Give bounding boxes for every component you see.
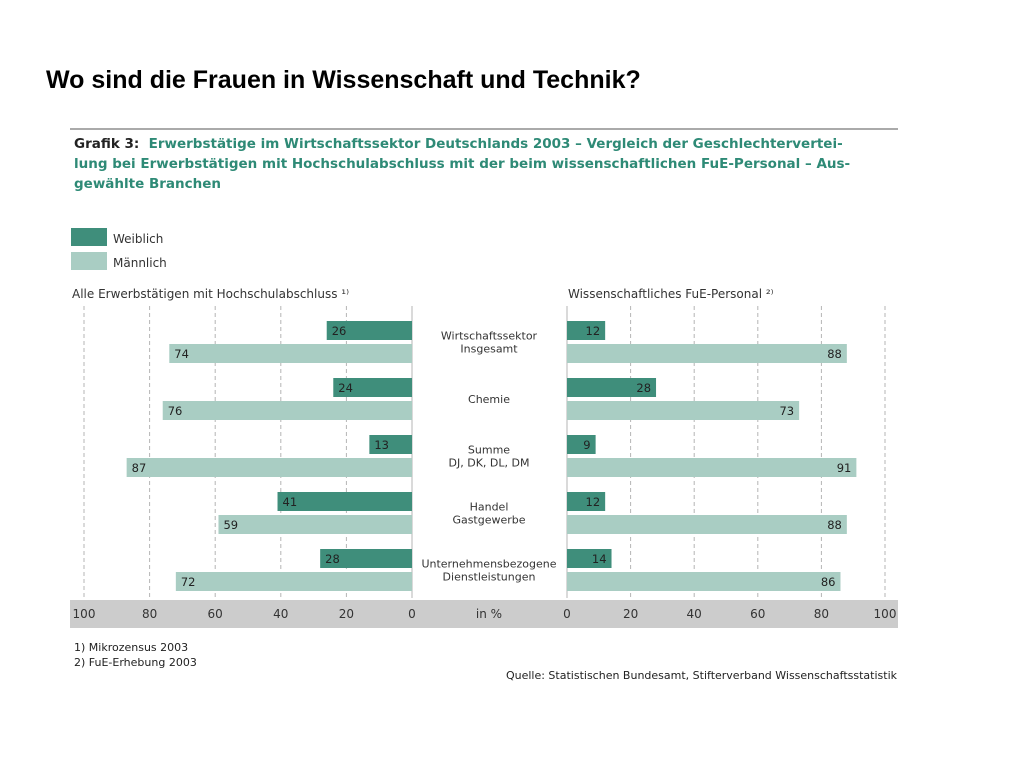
right-bar-männlich-2 bbox=[567, 458, 856, 477]
axis-unit-label: in % bbox=[476, 607, 502, 621]
category-label-4-1: Dienstleistungen bbox=[443, 571, 536, 584]
right-bar-männlich-1 bbox=[567, 401, 799, 420]
right-tick-label-60: 60 bbox=[750, 607, 765, 621]
left-tick-label-80: 80 bbox=[142, 607, 157, 621]
right-tick-label-0: 0 bbox=[563, 607, 571, 621]
figure-heading-line-1: Grafik 3: Erwerbstätige im Wirtschaftsse… bbox=[74, 136, 843, 152]
left-value-label-weiblich-3: 41 bbox=[283, 495, 298, 509]
left-value-label-männlich-0: 74 bbox=[174, 347, 189, 361]
left-tick-label-60: 60 bbox=[208, 607, 223, 621]
right-value-label-männlich-3: 88 bbox=[827, 518, 842, 532]
right-value-label-männlich-4: 86 bbox=[821, 575, 836, 589]
right-value-label-männlich-1: 73 bbox=[779, 404, 794, 418]
left-bar-männlich-2 bbox=[127, 458, 412, 477]
left-bar-männlich-0 bbox=[169, 344, 412, 363]
legend-label-weiblich: Weiblich bbox=[113, 232, 163, 246]
left-value-label-männlich-3: 59 bbox=[223, 518, 238, 532]
figure-heading-line-3: gewählte Branchen bbox=[74, 176, 221, 192]
left-tick-label-0: 0 bbox=[408, 607, 416, 621]
right-bar-weiblich-2 bbox=[567, 435, 596, 454]
right-bar-männlich-3 bbox=[567, 515, 847, 534]
legend-swatch-weiblich bbox=[71, 228, 107, 246]
figure-heading-line-2: lung bei Erwerbstätigen mit Hochschulabs… bbox=[74, 156, 850, 172]
category-label-3-1: Gastgewerbe bbox=[452, 514, 525, 527]
left-value-label-weiblich-1: 24 bbox=[338, 381, 353, 395]
category-label-3-0: Handel bbox=[470, 501, 509, 514]
left-bar-weiblich-3 bbox=[278, 492, 412, 511]
left-bar-männlich-4 bbox=[176, 572, 412, 591]
left-value-label-männlich-4: 72 bbox=[181, 575, 196, 589]
legend-label-maennlich: Männlich bbox=[113, 256, 167, 270]
category-label-0-0: Wirtschaftssektor bbox=[441, 330, 538, 343]
left-value-label-männlich-1: 76 bbox=[168, 404, 183, 418]
category-label-2-1: DJ, DK, DL, DM bbox=[449, 457, 530, 470]
left-tick-label-40: 40 bbox=[273, 607, 288, 621]
figure-heading-prefix: Grafik 3: bbox=[74, 136, 139, 152]
right-value-label-weiblich-3: 12 bbox=[586, 495, 601, 509]
source-note: Quelle: Statistischen Bundesamt, Stifter… bbox=[506, 669, 898, 682]
right-bar-männlich-4 bbox=[567, 572, 840, 591]
legend-swatch-maennlich bbox=[71, 252, 107, 270]
left-value-label-weiblich-0: 26 bbox=[332, 324, 347, 338]
right-bar-männlich-0 bbox=[567, 344, 847, 363]
right-value-label-männlich-0: 88 bbox=[827, 347, 842, 361]
left-value-label-weiblich-2: 13 bbox=[374, 438, 389, 452]
right-tick-label-100: 100 bbox=[874, 607, 897, 621]
left-value-label-männlich-2: 87 bbox=[132, 461, 147, 475]
footnote-1: 1) Mikrozensus 2003 bbox=[74, 641, 188, 654]
footnote-2: 2) FuE-Erhebung 2003 bbox=[74, 656, 197, 669]
left-panel-title: Alle Erwerbstätigen mit Hochschulabschlu… bbox=[72, 287, 349, 301]
right-tick-label-20: 20 bbox=[623, 607, 638, 621]
left-value-label-weiblich-4: 28 bbox=[325, 552, 340, 566]
category-label-1-0: Chemie bbox=[468, 393, 510, 406]
right-panel-title: Wissenschaftliches FuE-Personal ²⁾ bbox=[568, 287, 774, 301]
right-value-label-weiblich-4: 14 bbox=[592, 552, 607, 566]
left-tick-label-100: 100 bbox=[73, 607, 96, 621]
right-value-label-weiblich-1: 28 bbox=[636, 381, 651, 395]
left-bar-männlich-3 bbox=[218, 515, 412, 534]
category-label-2-0: Summe bbox=[468, 444, 510, 457]
right-value-label-männlich-2: 91 bbox=[837, 461, 852, 475]
category-label-4-0: Unternehmensbezogene bbox=[421, 558, 556, 571]
right-tick-label-80: 80 bbox=[814, 607, 829, 621]
left-bar-männlich-1 bbox=[163, 401, 412, 420]
right-value-label-weiblich-2: 9 bbox=[583, 438, 590, 452]
right-value-label-weiblich-0: 12 bbox=[586, 324, 601, 338]
butterfly-bar-chart: Grafik 3: Erwerbstätige im Wirtschaftsse… bbox=[0, 0, 1024, 768]
left-tick-label-20: 20 bbox=[339, 607, 354, 621]
category-label-0-1: Insgesamt bbox=[460, 343, 518, 356]
figure-heading-text-1: Erwerbstätige im Wirtschaftssektor Deuts… bbox=[149, 136, 843, 152]
right-tick-label-40: 40 bbox=[687, 607, 702, 621]
